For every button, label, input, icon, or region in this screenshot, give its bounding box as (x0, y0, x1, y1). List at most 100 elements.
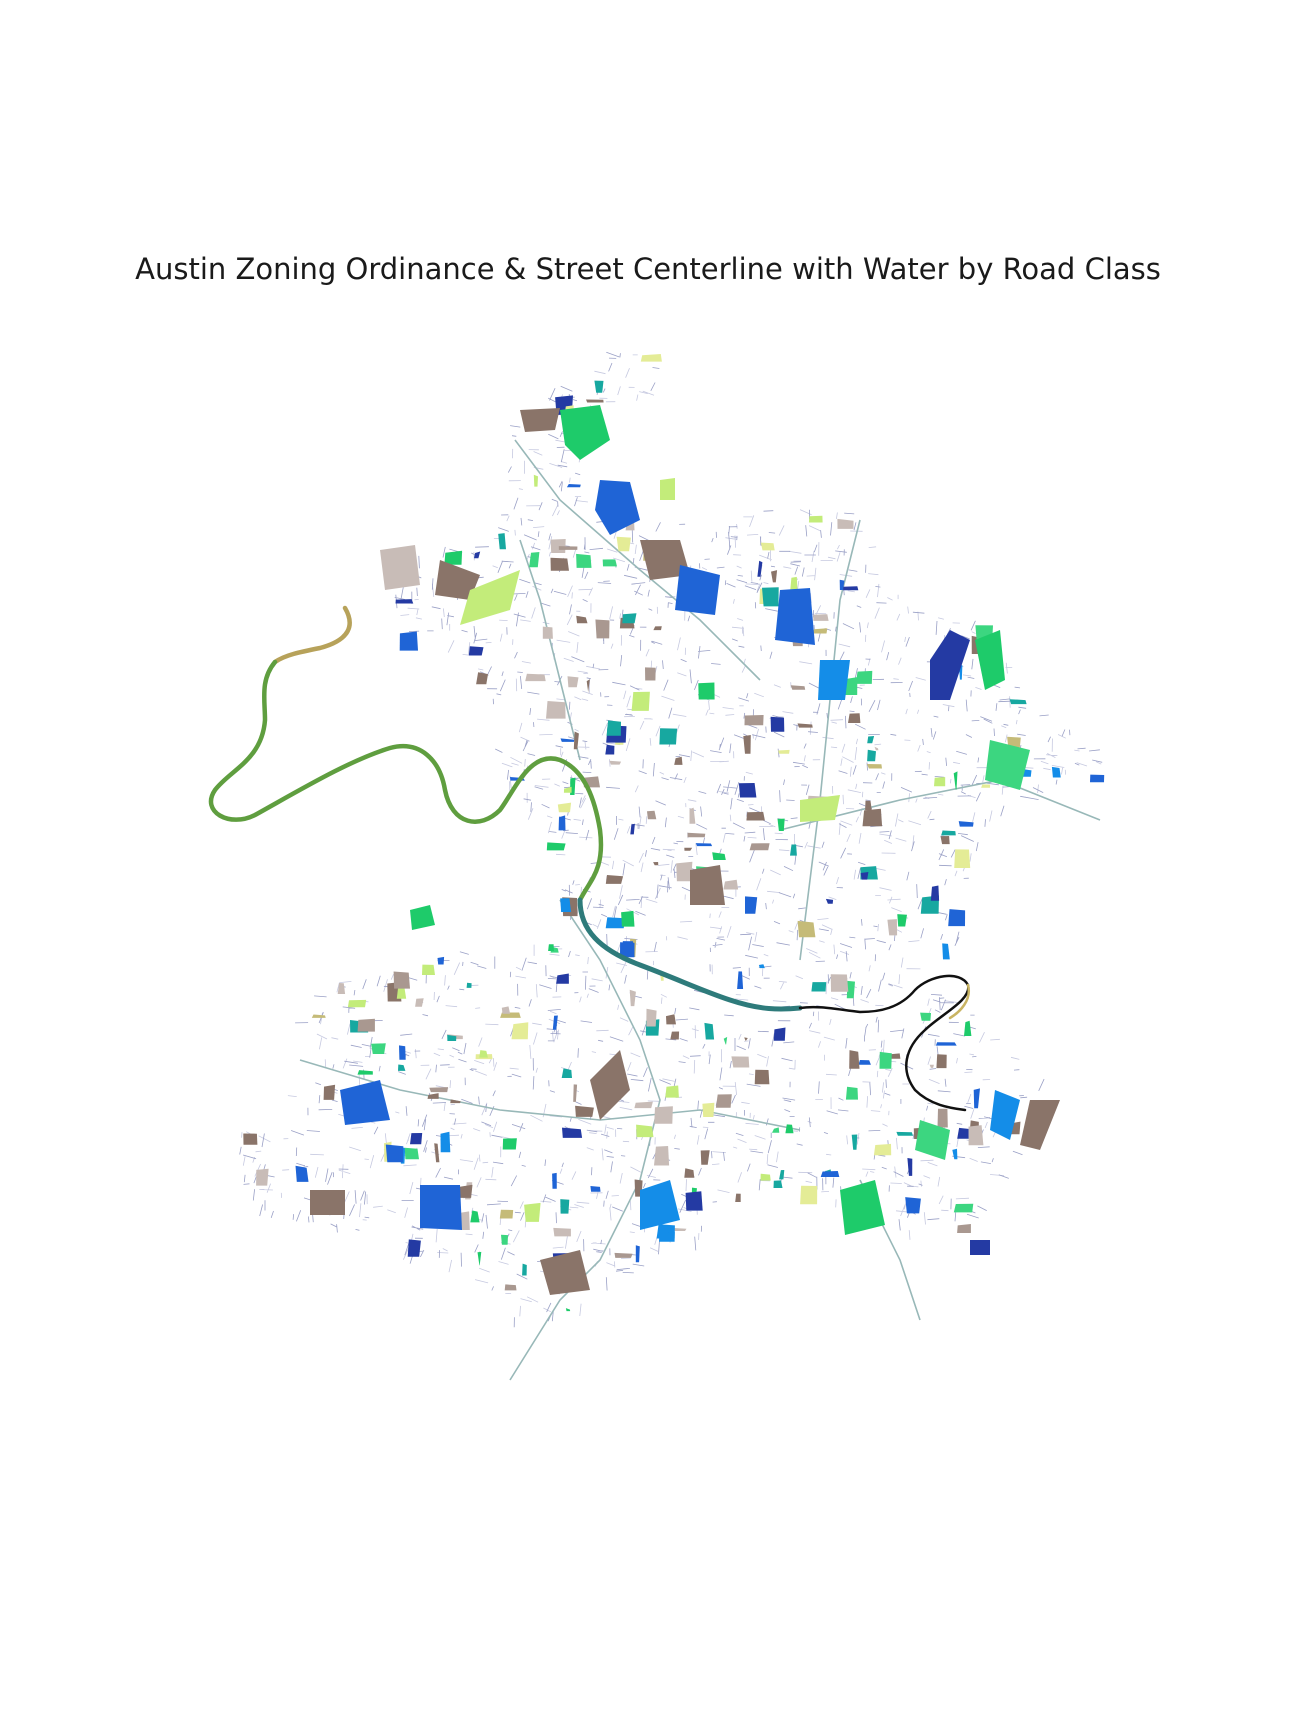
zoning-parcel (558, 815, 566, 831)
zoning-parcel-large (640, 1180, 680, 1230)
zoning-parcel (614, 1252, 633, 1258)
zoning-parcel (702, 1102, 715, 1117)
zoning-parcel-large (660, 478, 675, 500)
zoning-parcel (385, 1144, 404, 1163)
zoning-parcel (981, 784, 991, 788)
zoning-parcel (790, 576, 798, 590)
zoning-parcel (647, 810, 657, 820)
zoning-parcel-large (340, 1080, 390, 1125)
zoning-parcel (800, 1185, 818, 1205)
zoning-parcel (616, 536, 631, 552)
zoning-parcel (848, 713, 861, 723)
zoning-parcel (723, 879, 739, 890)
zoning-parcel (474, 551, 481, 559)
zoning-parcel (311, 1014, 326, 1018)
zoning-parcel (429, 1087, 449, 1093)
river-lady-bird-lake (577, 897, 803, 1012)
zoning-parcel (653, 626, 662, 631)
zoning-parcel-large (818, 660, 850, 700)
zoning-parcel (770, 716, 785, 732)
zoning-parcel (773, 1180, 783, 1188)
zoning-parcel (357, 1018, 375, 1032)
zoning-parcel (670, 1031, 680, 1040)
zoning-parcels (243, 354, 1105, 1312)
zoning-parcel (525, 673, 546, 682)
zoning-parcel (934, 777, 946, 787)
river-lower-tan (948, 983, 971, 1020)
highway-2 (799, 519, 861, 961)
zoning-parcel (371, 1043, 386, 1054)
zoning-parcel (968, 1125, 984, 1146)
zoning-parcel (704, 1022, 715, 1040)
zoning-parcel (393, 971, 410, 989)
zoning-parcel (450, 1099, 461, 1104)
zoning-parcel (920, 1012, 931, 1021)
zoning-parcel (609, 760, 622, 765)
highway-7 (519, 539, 581, 761)
zoning-parcel (687, 832, 706, 838)
zoning-parcel (700, 1150, 710, 1165)
zoning-parcel (634, 1101, 653, 1109)
zoning-parcel (887, 919, 898, 936)
zoning-parcel (595, 619, 610, 639)
zoning-parcel (548, 944, 554, 951)
zoning-parcel (743, 735, 751, 754)
zoning-parcel (606, 720, 621, 736)
zoning-parcel (771, 570, 778, 583)
zoning-parcel (477, 1251, 482, 1266)
zoning-parcel (746, 811, 765, 821)
zoning-parcel (758, 964, 765, 969)
zoning-parcel (501, 1006, 511, 1014)
zoning-parcel-large (435, 560, 480, 600)
zoning-parcel (645, 667, 656, 681)
zoning-parcel (635, 1245, 640, 1263)
zoning-parcel (785, 1124, 794, 1134)
zoning-parcel (427, 1093, 439, 1099)
zoning-parcel (437, 956, 445, 965)
zoning-parcel (576, 615, 588, 624)
zoning-parcel (586, 679, 590, 694)
zoning-parcel-large (985, 740, 1030, 790)
zoning-parcel (546, 842, 566, 851)
zoning-parcel-large (420, 1185, 462, 1230)
zoning-parcel (773, 1027, 786, 1041)
zoning-parcel (511, 1022, 529, 1040)
zoning-parcel-large (540, 1250, 590, 1295)
zoning-parcel (459, 1211, 470, 1230)
zoning-parcel (737, 971, 744, 989)
zoning-parcel (873, 1143, 892, 1156)
zoning-parcel (557, 802, 572, 813)
zoning-parcel (552, 1172, 557, 1189)
zoning-parcel (762, 587, 779, 607)
zoning-parcel (957, 1127, 971, 1139)
zoning-parcel (524, 1202, 541, 1222)
zoning-parcel (907, 1158, 913, 1176)
zoning-parcel (621, 910, 635, 927)
zoning-parcel (560, 1199, 570, 1214)
zoning-parcel (563, 786, 572, 793)
zoning-parcel (937, 1108, 948, 1128)
zoning-parcel (858, 1060, 871, 1065)
zoning-parcel (797, 920, 816, 938)
zoning-parcel (560, 738, 575, 742)
zoning-parcel (940, 836, 950, 845)
zoning-parcel (865, 800, 872, 811)
zoning-parcel-large (775, 588, 815, 645)
zoning-parcel (953, 1203, 974, 1213)
zoning-parcel (845, 677, 858, 695)
zoning-parcel (567, 676, 579, 688)
zoning-parcel (745, 896, 758, 914)
zoning-parcel (444, 550, 463, 565)
zoning-parcel (256, 1168, 269, 1186)
zoning-parcel (295, 1165, 309, 1182)
zoning-parcel-large (975, 630, 1005, 690)
zoning-parcel (929, 1064, 934, 1068)
zoning-parcel-large (1020, 1100, 1060, 1150)
zoning-parcel-large (520, 408, 560, 432)
water-river (208, 605, 971, 1112)
zoning-parcel (1009, 699, 1027, 705)
zoning-parcel (744, 1037, 748, 1041)
zoning-parcel (973, 1088, 980, 1109)
zoning-parcel (958, 821, 974, 827)
zoning-parcel (930, 885, 940, 901)
